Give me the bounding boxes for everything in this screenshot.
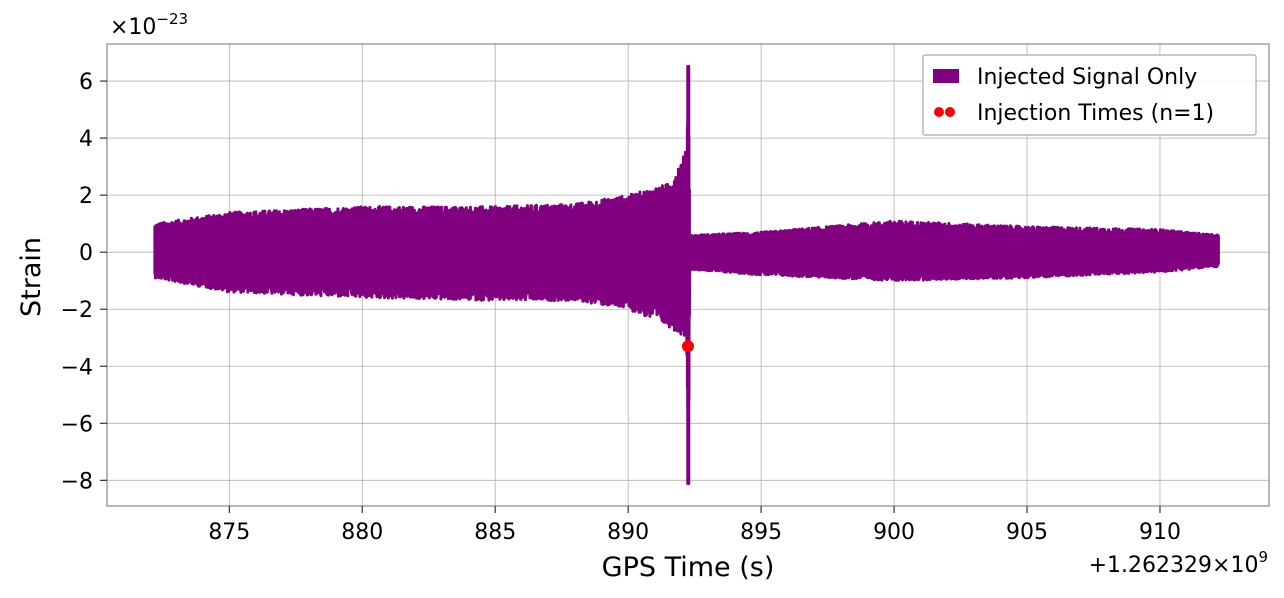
- x-tick-label: 885: [474, 520, 516, 545]
- legend-marker-injection-times-2: [945, 107, 955, 117]
- legend-label-injected-signal: Injected Signal Only: [977, 65, 1197, 90]
- x-tick-label: 875: [208, 520, 250, 545]
- x-tick-label: 895: [740, 520, 782, 545]
- y-tick-label: −2: [61, 298, 93, 323]
- x-tick-label: 900: [873, 520, 915, 545]
- y-axis-label: Strain: [16, 237, 47, 317]
- x-tick-label: 910: [1139, 520, 1181, 545]
- y-tick-label: 2: [79, 184, 93, 209]
- plot-area: [153, 64, 1220, 486]
- legend: Injected Signal Only Injection Times (n=…: [922, 54, 1257, 136]
- y-scale-label: ×10−23: [110, 10, 188, 40]
- y-tick-label: −4: [61, 355, 93, 380]
- series-injected-signal: [153, 64, 1220, 486]
- x-tick-label: 890: [607, 520, 649, 545]
- y-axis-ticks: −8 −6 −4 −2 0 2 4 6: [61, 70, 107, 494]
- y-tick-label: 6: [79, 70, 93, 95]
- series-injection-times: [682, 340, 694, 353]
- x-offset-label: +1.262329×109: [1089, 548, 1268, 578]
- y-tick-label: −6: [61, 412, 93, 437]
- legend-marker-injection-times: [934, 107, 944, 117]
- x-tick-label: 880: [341, 520, 383, 545]
- x-axis-label: GPS Time (s): [602, 552, 775, 583]
- y-tick-label: −8: [61, 469, 93, 494]
- legend-label-injection-times: Injection Times (n=1): [977, 101, 1214, 126]
- x-axis-ticks: 875 880 885 890 895 900 905 910: [208, 506, 1181, 545]
- axes-frame: [106, 43, 1270, 507]
- y-tick-label: 4: [79, 127, 93, 152]
- legend-box: [922, 54, 1257, 136]
- y-tick-label: 0: [79, 241, 93, 266]
- injection-time-point: [682, 340, 694, 353]
- legend-swatch-injected-signal: [933, 69, 959, 83]
- x-tick-label: 905: [1006, 520, 1048, 545]
